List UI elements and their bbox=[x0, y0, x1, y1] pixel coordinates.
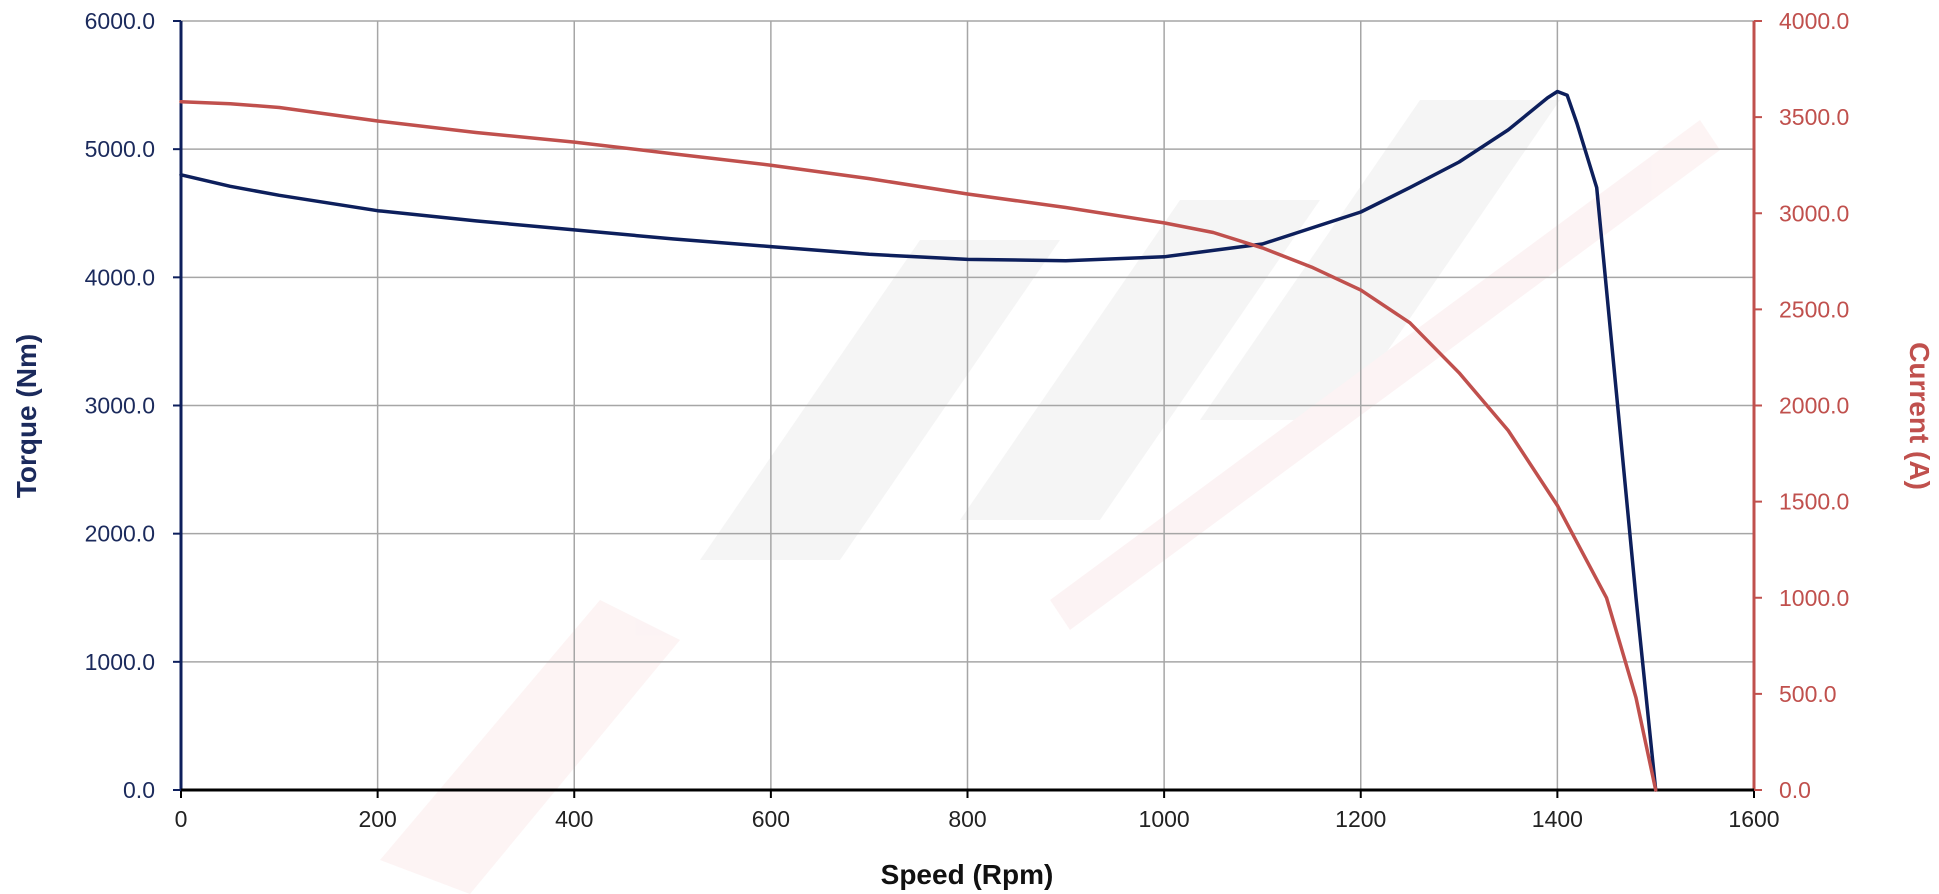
y-right-tick-label: 500.0 bbox=[1779, 681, 1837, 707]
current-series-line bbox=[179, 99, 1658, 792]
y-left-tick-label: 5000.0 bbox=[85, 136, 155, 162]
x-axis-label: Speed (Rpm) bbox=[881, 859, 1054, 890]
y-left-tick-label: 1000.0 bbox=[85, 649, 155, 675]
x-tick-label: 400 bbox=[555, 806, 593, 832]
y-right-tick-label: 3000.0 bbox=[1779, 200, 1849, 226]
y-right-tick-label: 4000.0 bbox=[1779, 8, 1849, 34]
y-right-tick-label: 1000.0 bbox=[1779, 585, 1849, 611]
y-left-tick-label: 0.0 bbox=[123, 777, 155, 803]
y-right-tick-label: 2000.0 bbox=[1779, 393, 1849, 419]
x-tick-label: 800 bbox=[948, 806, 986, 832]
series-lines bbox=[179, 89, 1658, 792]
y-left-tick-label: 4000.0 bbox=[85, 264, 155, 290]
y-right-tick-label: 2500.0 bbox=[1779, 296, 1849, 322]
x-tick-label: 1600 bbox=[1728, 806, 1779, 832]
y-left-tick-label: 2000.0 bbox=[85, 521, 155, 547]
x-tick-label: 1400 bbox=[1532, 806, 1583, 832]
torque-series-line bbox=[179, 89, 1658, 792]
x-tick-label: 0 bbox=[175, 806, 188, 832]
x-tick-label: 1000 bbox=[1139, 806, 1190, 832]
tick-labels: 0 200 400 600 800 1000 1200 1400 16000.01000.020… bbox=[85, 8, 1850, 832]
y-right-tick-label: 3500.0 bbox=[1779, 104, 1849, 130]
watermark-logo bbox=[380, 100, 1720, 894]
x-tick-label: 1200 bbox=[1335, 806, 1386, 832]
y-axis-right-label: Current (A) bbox=[1904, 342, 1935, 490]
y-right-tick-label: 0.0 bbox=[1779, 777, 1811, 803]
y-axis-left-label: Torque (Nm) bbox=[11, 334, 42, 498]
y-left-tick-label: 3000.0 bbox=[85, 393, 155, 419]
x-tick-label: 600 bbox=[752, 806, 790, 832]
y-right-tick-label: 1500.0 bbox=[1779, 489, 1849, 515]
axes bbox=[173, 20, 1762, 798]
y-left-tick-label: 6000.0 bbox=[85, 8, 155, 34]
x-tick-label: 200 bbox=[358, 806, 396, 832]
